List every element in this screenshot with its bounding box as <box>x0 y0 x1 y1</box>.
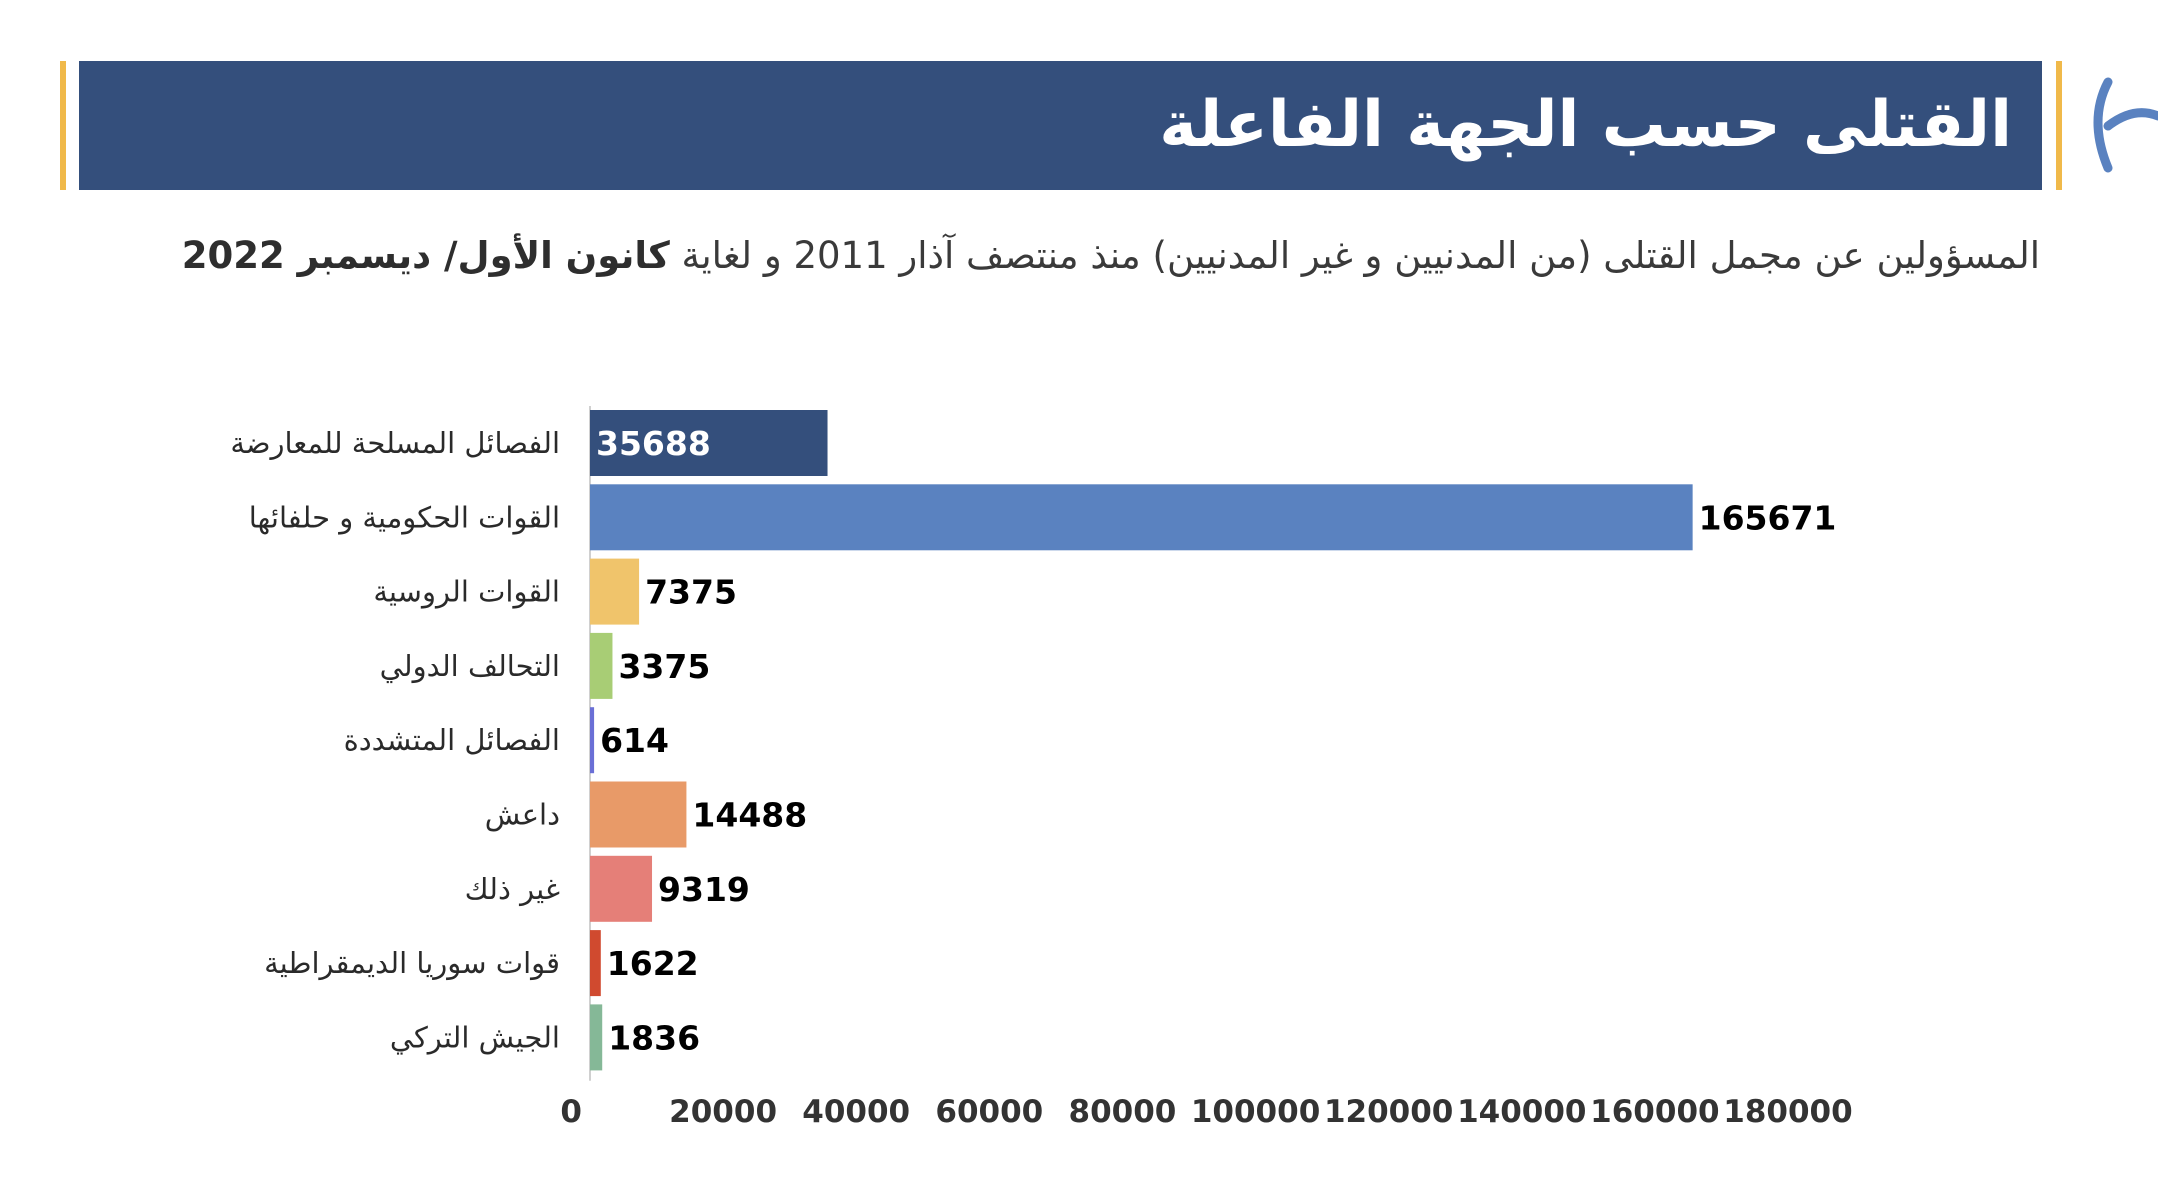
value-label: 14488 <box>692 796 807 835</box>
chart-subtitle: المسؤولين عن مجمل القتلى (من المدنيين و … <box>180 228 2040 283</box>
category-label: الجيش التركي <box>390 1020 560 1055</box>
value-label: 1622 <box>607 944 699 983</box>
value-label: 9319 <box>658 870 750 909</box>
category-label: داعش <box>485 798 560 832</box>
organization-logo-icon <box>2093 77 2158 173</box>
value-label: 1836 <box>608 1018 700 1057</box>
bar <box>590 410 828 476</box>
bar <box>590 632 613 699</box>
category-label: الفصائل المسلحة للمعارضة <box>230 426 560 460</box>
x-tick-label: 40000 <box>802 1094 910 1130</box>
bar <box>590 781 687 848</box>
x-tick-label: 0 <box>560 1094 582 1130</box>
category-label: غير ذلك <box>465 872 560 906</box>
category-label: القوات الروسية <box>373 575 560 609</box>
subtitle-text: المسؤولين عن مجمل القتلى (من المدنيين و … <box>681 234 2040 277</box>
bar <box>590 930 601 997</box>
bar <box>590 484 1693 551</box>
bar-chart: الفصائل المسلحة للمعارضة 35688 القوات الحك… <box>230 406 1853 1130</box>
x-tick-label: 80000 <box>1069 1094 1177 1130</box>
value-label: 614 <box>600 721 669 760</box>
bar <box>590 1004 603 1071</box>
header-accent-right <box>2056 61 2062 190</box>
bar <box>590 558 640 625</box>
header-accent-left <box>60 61 66 190</box>
category-label: الفصائل المتشددة <box>344 723 560 757</box>
x-tick-label: 120000 <box>1324 1094 1453 1130</box>
category-label: القوات الحكومية و حلفائها <box>249 500 560 534</box>
page-title: القتلى حسب الجهة الفاعلة <box>1159 88 2012 162</box>
x-tick-label: 20000 <box>669 1094 777 1130</box>
value-label: 35688 <box>596 424 711 463</box>
category-label: التحالف الدولي <box>380 649 560 684</box>
title-banner: القتلى حسب الجهة الفاعلة <box>79 61 2042 190</box>
x-tick-label: 180000 <box>1723 1094 1852 1130</box>
bar <box>590 855 653 922</box>
x-tick-label: 160000 <box>1590 1094 1719 1130</box>
x-tick-label: 100000 <box>1191 1094 1320 1130</box>
value-label: 3375 <box>618 647 710 686</box>
value-label: 7375 <box>645 573 737 612</box>
x-tick-label: 140000 <box>1457 1094 1586 1130</box>
bar <box>590 707 595 774</box>
x-tick-label: 60000 <box>935 1094 1043 1130</box>
subtitle-date: كانون الأول/ ديسمبر 2022 <box>181 234 670 277</box>
value-label: 165671 <box>1699 498 1837 537</box>
category-label: قوات سوريا الديمقراطية <box>264 946 560 980</box>
